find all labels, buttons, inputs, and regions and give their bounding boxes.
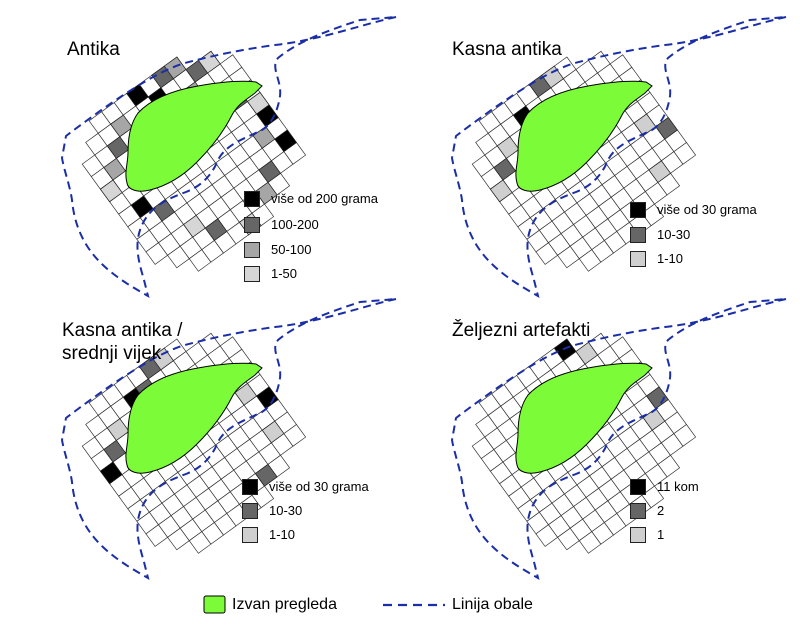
- legend-label: više od 200 grama: [271, 191, 378, 206]
- legend-label: 1-10: [657, 251, 684, 266]
- panel-title-kasna-antika: Kasna antika: [452, 39, 562, 60]
- grid-cell: [641, 485, 665, 509]
- grid-cell: [641, 203, 665, 227]
- legend-swatch: [630, 202, 646, 218]
- legend-swatch: [242, 527, 258, 543]
- find-cell: [648, 160, 671, 183]
- legend-label: 10-30: [269, 503, 303, 518]
- unsurveyed-legend-label: Izvan pregleda: [232, 596, 337, 613]
- legend-swatch: [630, 503, 646, 519]
- map-panel-antika: [60, 16, 397, 299]
- find-cell: [99, 179, 123, 203]
- find-cell: [256, 386, 279, 410]
- unsurveyed-area: [515, 362, 653, 474]
- legend-label: 2: [657, 503, 665, 518]
- panel-title-antika: Antika: [67, 39, 120, 60]
- find-cell: [99, 461, 123, 485]
- unsurveyed-area: [515, 80, 653, 192]
- find-cell: [151, 347, 174, 371]
- find-cell: [489, 179, 513, 203]
- find-cell: [204, 218, 228, 241]
- legend-swatch: [244, 217, 260, 233]
- legend-label: 1-10: [269, 527, 296, 542]
- legend-label: 1: [657, 527, 665, 542]
- grid-cell: [673, 142, 697, 165]
- unsurveyed-legend-swatch: [203, 595, 226, 614]
- legend-label: 100-200: [271, 217, 319, 232]
- panel-title-kasna-antika-srednji-vijek: Kasna antika /: [62, 320, 183, 341]
- find-cell: [256, 104, 279, 128]
- legend-label: više od 30 grama: [269, 479, 369, 494]
- grid-cell: [283, 424, 307, 447]
- find-cell: [274, 129, 297, 153]
- coastline: [60, 16, 397, 299]
- find-cell: [655, 117, 678, 140]
- legend-swatch: [630, 227, 646, 243]
- unsurveyed-area: [125, 80, 263, 192]
- coastline: [450, 16, 787, 299]
- coastline: [450, 298, 787, 581]
- find-cell: [254, 463, 278, 487]
- find-cell: [646, 386, 669, 410]
- find-cell: [258, 160, 281, 183]
- legend-swatch: [244, 242, 260, 258]
- coastline-legend-label: Linija obale: [452, 596, 533, 613]
- legend-label: više od 30 grama: [657, 202, 757, 217]
- map-panel-kasna-antika-srednji-vijek: [60, 298, 397, 581]
- find-cell: [575, 341, 599, 365]
- legend-swatch: [630, 479, 646, 495]
- finds-cells: [553, 338, 669, 431]
- grid-cell: [673, 424, 697, 447]
- legend-swatch: [244, 191, 260, 207]
- legend-swatch: [242, 479, 258, 495]
- legend-swatch: [242, 503, 258, 519]
- legend-label: 10-30: [657, 227, 691, 242]
- find-cell: [493, 157, 516, 181]
- map-panel-zeljezni-artefakti: [450, 298, 787, 581]
- find-cell: [254, 181, 278, 205]
- legend-label: 50-100: [271, 242, 312, 257]
- find-cell: [261, 420, 285, 444]
- panel-title-zeljezni-artefakti: Željezni artefakti: [452, 320, 591, 341]
- legend-label: 1-50: [271, 266, 298, 281]
- coastline: [60, 298, 397, 581]
- find-cell: [541, 65, 564, 89]
- grid-cell: [657, 454, 681, 478]
- legend-label: 11 kom: [657, 479, 699, 494]
- unsurveyed-area: [125, 362, 263, 474]
- legend-swatch: [630, 527, 646, 543]
- legend-swatch: [244, 266, 260, 282]
- legend-swatch: [630, 251, 646, 267]
- map-panel-kasna-antika: [450, 16, 787, 299]
- panel-title-kasna-antika-srednji-vijek-line2: srednji vijek: [62, 343, 162, 364]
- find-cell: [103, 439, 126, 463]
